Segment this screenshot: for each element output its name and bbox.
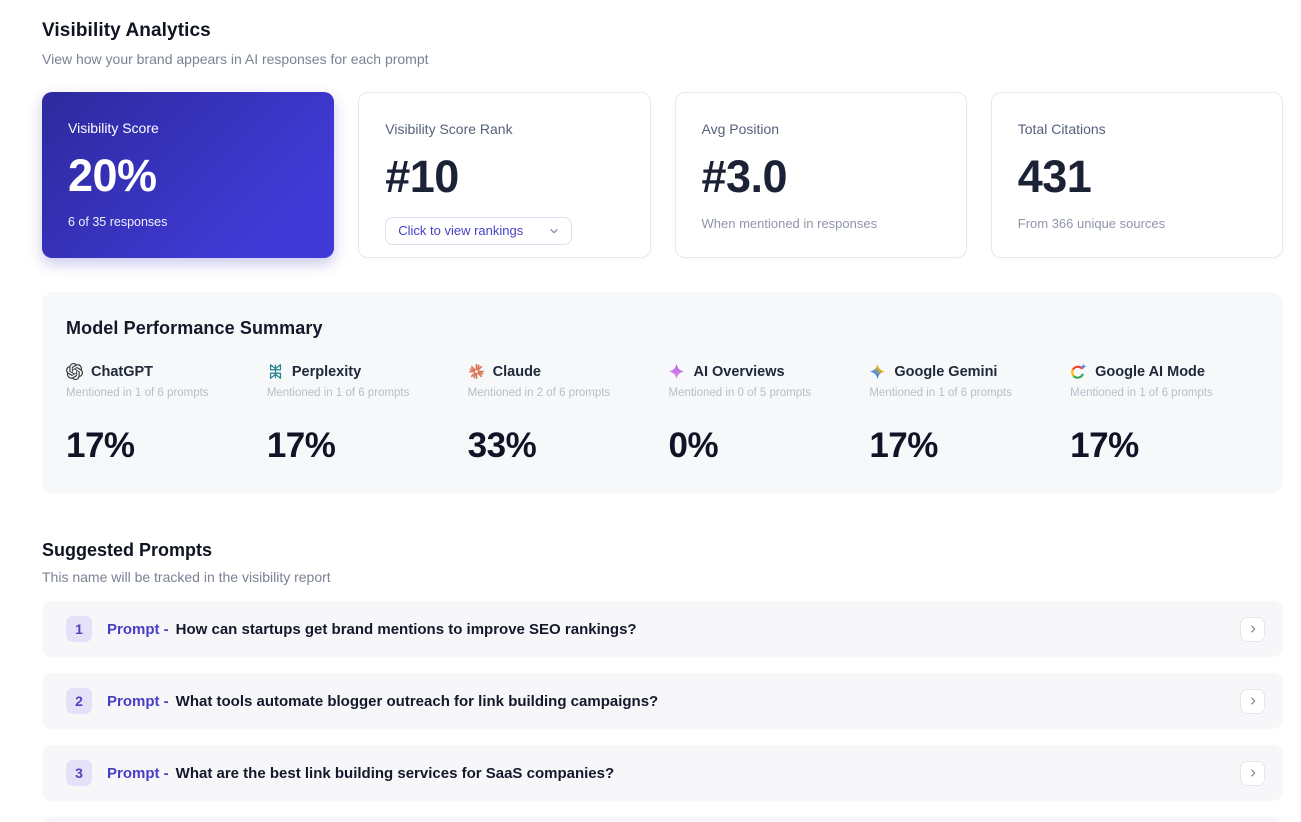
model-performance-panel: Model Performance Summary ChatGPT Mentio… (42, 292, 1283, 494)
chevron-right-icon[interactable] (1240, 760, 1265, 786)
model-mentions: Mentioned in 1 of 6 prompts (266, 387, 410, 399)
ai-overviews-icon (668, 363, 685, 380)
model-name: Google AI Mode (1095, 363, 1205, 380)
prompt-text: What tools automate blogger outreach for… (175, 692, 659, 710)
view-rankings-button[interactable]: Click to view rankings (385, 217, 573, 245)
model-col-claude: Claude Mentioned in 2 of 6 prompts 33% (468, 363, 657, 466)
model-col-perplexity: Perplexity Mentioned in 1 of 6 prompts 1… (267, 363, 456, 466)
prompt-number-badge: 3 (66, 760, 92, 786)
prompt-number-badge: 2 (66, 688, 92, 714)
google-ai-mode-icon (1070, 363, 1087, 380)
visibility-score-label: Visibility Score (68, 120, 159, 136)
model-mentions: Mentioned in 1 of 6 prompts (66, 387, 209, 399)
total-citations-sub: From 366 unique sources (1017, 216, 1166, 231)
prompt-label: Prompt - (107, 620, 169, 638)
prompt-label: Prompt - (107, 764, 169, 782)
prompt-text: How can startups get brand mentions to i… (175, 620, 637, 638)
model-col-chatgpt: ChatGPT Mentioned in 1 of 6 prompts 17% (66, 363, 255, 466)
avg-position-label: Avg Position (701, 121, 780, 137)
prompt-row-2[interactable]: 2 Prompt - What tools automate blogger o… (42, 673, 1283, 729)
visibility-rank-card: Visibility Score Rank #10 Click to view … (358, 92, 651, 258)
models-grid: ChatGPT Mentioned in 1 of 6 prompts 17% … (66, 363, 1259, 466)
perplexity-icon (267, 363, 284, 380)
prompt-number-badge: 1 (66, 616, 92, 642)
total-citations-card: Total Citations 431 From 366 unique sour… (990, 92, 1283, 258)
prompt-label: Prompt - (107, 692, 169, 710)
visibility-rank-label: Visibility Score Rank (385, 121, 513, 137)
openai-icon (66, 363, 83, 380)
model-name: Google Gemini (894, 363, 998, 380)
model-value: 17% (266, 426, 336, 465)
model-col-google-gemini: Google Gemini Mentioned in 1 of 6 prompt… (869, 363, 1058, 466)
avg-position-value: #3.0 (701, 151, 788, 202)
model-mentions: Mentioned in 2 of 6 prompts (467, 387, 611, 399)
avg-position-sub: When mentioned in responses (701, 216, 878, 231)
visibility-score-card: Visibility Score 20% 6 of 35 responses (42, 92, 335, 258)
chevron-right-icon[interactable] (1240, 616, 1265, 642)
model-name: AI Overviews (693, 363, 785, 380)
model-name: ChatGPT (91, 363, 154, 380)
model-value: 17% (66, 426, 135, 465)
model-value: 33% (467, 426, 537, 465)
chevron-down-icon (549, 226, 559, 236)
model-col-ai-overviews: AI Overviews Mentioned in 0 of 5 prompts… (668, 363, 857, 466)
page-title: Visibility Analytics (42, 20, 211, 41)
model-mentions: Mentioned in 1 of 6 prompts (1070, 387, 1213, 399)
chevron-right-icon[interactable] (1240, 688, 1265, 714)
prompt-row-partial[interactable] (42, 817, 1283, 822)
page-subtitle: View how your brand appears in AI respon… (42, 51, 429, 67)
stats-cards-row: Visibility Score 20% 6 of 35 responses V… (42, 92, 1283, 258)
model-value: 17% (1070, 426, 1139, 465)
model-value: 0% (668, 426, 719, 465)
prompt-row-3[interactable]: 3 Prompt - What are the best link buildi… (42, 745, 1283, 801)
visibility-score-value: 20% (68, 150, 157, 201)
model-name: Perplexity (291, 363, 362, 380)
suggested-prompts-heading: Suggested Prompts (42, 540, 213, 560)
model-mentions: Mentioned in 1 of 6 prompts (869, 387, 1012, 399)
model-col-google-ai-mode: Google AI Mode Mentioned in 1 of 6 promp… (1070, 363, 1259, 466)
prompt-row-1[interactable]: 1 Prompt - How can startups get brand me… (42, 601, 1283, 657)
model-name: Claude (492, 363, 541, 380)
suggested-prompts-subtitle: This name will be tracked in the visibil… (42, 569, 331, 585)
visibility-rank-value: #10 (385, 151, 459, 202)
model-value: 17% (869, 426, 938, 465)
gemini-icon (869, 363, 886, 380)
visibility-score-sub: 6 of 35 responses (68, 215, 168, 229)
model-mentions: Mentioned in 0 of 5 prompts (668, 387, 812, 399)
avg-position-card: Avg Position #3.0 When mentioned in resp… (674, 92, 967, 258)
total-citations-label: Total Citations (1017, 121, 1106, 137)
total-citations-value: 431 (1017, 151, 1092, 202)
model-performance-heading: Model Performance Summary (66, 318, 323, 338)
view-rankings-button-label: Click to view rankings (398, 223, 524, 238)
prompt-text: What are the best link building services… (175, 764, 615, 782)
claude-icon (468, 363, 485, 380)
